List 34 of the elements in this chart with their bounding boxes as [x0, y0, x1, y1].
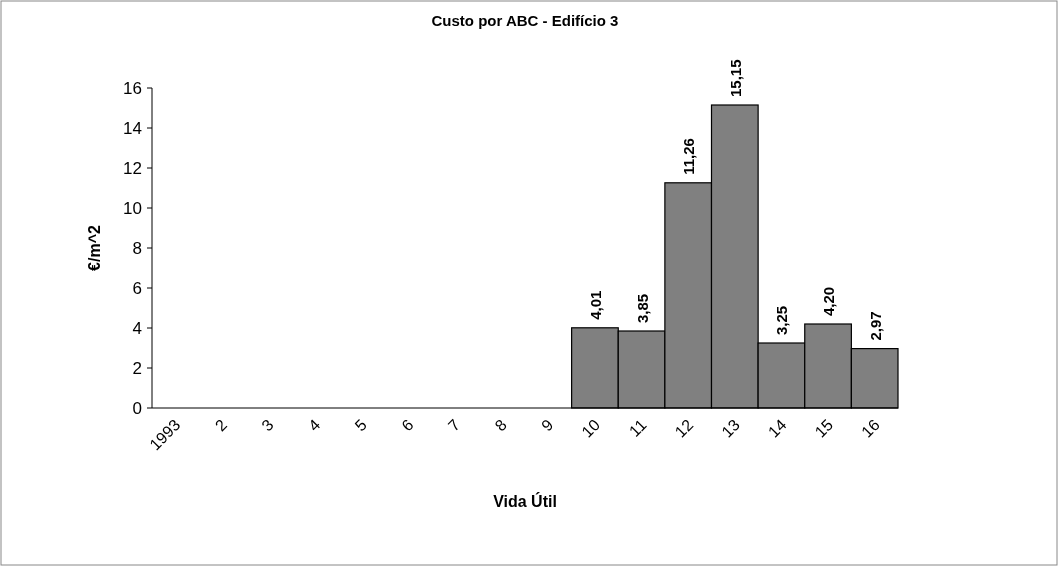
x-tick-label: 9 [538, 416, 557, 435]
y-tick-label: 14 [123, 119, 142, 138]
x-tick-label: 13 [718, 416, 744, 441]
x-tick-label: 14 [764, 416, 790, 441]
data-label: 4,01 [586, 290, 604, 320]
y-axis-title: €/m^2 [86, 224, 103, 271]
y-tick-label: 4 [132, 319, 142, 338]
y-tick-label: 12 [123, 159, 142, 178]
y-tick-label: 0 [132, 399, 142, 418]
x-tick-label: 3 [258, 416, 277, 435]
y-tick-label: 2 [132, 359, 142, 378]
data-label: 3,85 [633, 293, 651, 323]
data-label: 3,25 [773, 305, 791, 335]
x-tick-label: 6 [398, 416, 417, 435]
x-tick-label: 5 [351, 416, 370, 435]
x-tick-label: 8 [491, 416, 510, 435]
x-axis-title: Vida Útil [493, 492, 557, 510]
data-label: 15,15 [726, 59, 744, 97]
y-tick-label: 10 [123, 199, 142, 218]
data-label: 4,20 [820, 286, 838, 316]
x-tick-label: 11 [625, 416, 650, 440]
data-label: 11,26 [680, 138, 698, 175]
data-label: 2,97 [866, 311, 884, 341]
x-tick-label: 15 [811, 416, 837, 441]
x-tick-label: 10 [578, 416, 604, 441]
y-tick-label: 6 [132, 279, 142, 298]
x-tick-label: 7 [444, 416, 464, 435]
x-tick-label: 2 [211, 416, 231, 435]
x-tick-label: 16 [858, 416, 883, 441]
x-tick-label: 12 [671, 416, 697, 441]
chart-title: Custo por ABC - Edifício 3 [431, 12, 619, 29]
y-tick-label: 8 [132, 239, 142, 258]
x-tick-label: 4 [304, 416, 324, 435]
y-tick-label: 16 [123, 79, 142, 98]
